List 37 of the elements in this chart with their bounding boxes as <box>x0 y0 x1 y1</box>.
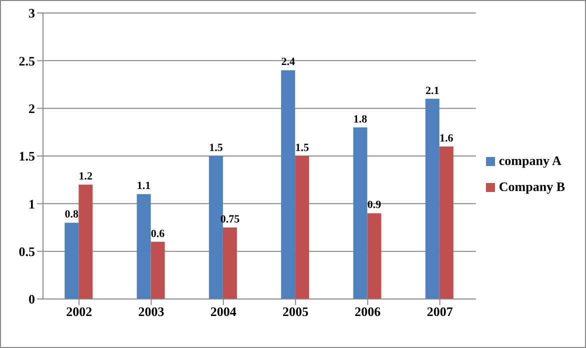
y-tick-label: 1.5 <box>18 148 36 164</box>
bar <box>150 242 165 299</box>
data-label: 1.5 <box>295 142 310 154</box>
data-label: 1.6 <box>440 132 454 144</box>
bar <box>439 146 454 299</box>
y-tick-label: 0 <box>28 292 35 307</box>
y-tick-label: 0.5 <box>18 244 36 259</box>
data-label: 1.1 <box>136 180 151 192</box>
data-label: 0.8 <box>64 208 80 221</box>
legend-label: company A <box>498 153 562 168</box>
data-label: 0.6 <box>150 228 166 240</box>
legend-label: Company B <box>498 179 565 194</box>
bar <box>78 184 93 299</box>
y-tick-label: 3 <box>28 6 36 21</box>
bar <box>136 194 151 299</box>
bar <box>222 228 237 299</box>
x-tick-label: 2005 <box>282 304 310 320</box>
x-tick-label: 2007 <box>426 304 454 320</box>
x-tick-label: 2002 <box>66 304 92 320</box>
data-label: 1.5 <box>209 142 224 154</box>
bar <box>64 222 79 299</box>
x-tick-label: 2006 <box>354 304 382 320</box>
x-tick-label: 2004 <box>210 304 237 320</box>
data-label: 2.1 <box>426 84 440 97</box>
bar <box>353 127 368 299</box>
data-label: 1.8 <box>353 113 368 126</box>
y-tick-label: 2 <box>28 100 35 116</box>
data-label: 0.9 <box>367 199 382 212</box>
bar <box>367 213 382 299</box>
bar <box>295 156 310 299</box>
y-tick-label: 1 <box>28 196 35 212</box>
data-label: 2.4 <box>281 56 296 68</box>
data-label: 1.2 <box>78 170 94 183</box>
bar <box>281 70 296 299</box>
y-tick-label: 2.5 <box>18 53 36 68</box>
bar <box>425 98 440 299</box>
x-tick-label: 2003 <box>138 304 165 320</box>
